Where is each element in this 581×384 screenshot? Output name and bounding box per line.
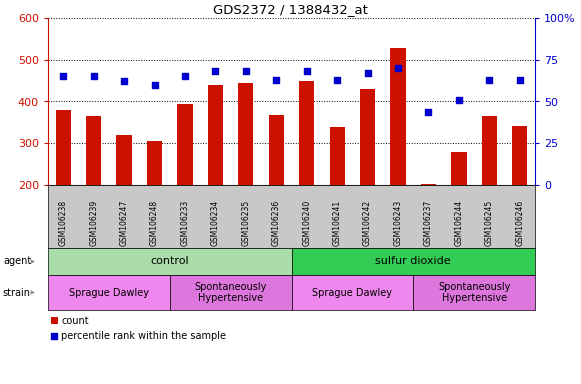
Text: count: count xyxy=(62,316,89,326)
Polygon shape xyxy=(31,290,35,295)
Point xyxy=(241,68,250,74)
Text: GSM106245: GSM106245 xyxy=(485,200,494,246)
Point xyxy=(89,73,98,79)
Bar xyxy=(299,81,314,185)
Text: GSM106235: GSM106235 xyxy=(241,200,250,246)
Text: GSM106233: GSM106233 xyxy=(181,200,189,246)
Text: Spontaneously
Hypertensive: Spontaneously Hypertensive xyxy=(195,282,267,303)
Bar xyxy=(170,275,292,310)
Bar xyxy=(86,116,101,185)
Bar xyxy=(329,127,345,185)
Point xyxy=(50,333,59,339)
Bar xyxy=(238,83,253,185)
Point xyxy=(363,70,372,76)
Point xyxy=(332,77,342,83)
Point xyxy=(211,68,220,74)
Point xyxy=(393,65,403,71)
Bar xyxy=(51,318,58,324)
Text: Sprague Dawley: Sprague Dawley xyxy=(69,288,149,298)
Bar xyxy=(512,126,528,185)
Text: control: control xyxy=(150,257,189,266)
Point xyxy=(180,73,189,79)
Text: GSM106241: GSM106241 xyxy=(333,200,342,246)
Bar xyxy=(48,248,292,275)
Bar xyxy=(451,152,467,185)
Text: GSM106243: GSM106243 xyxy=(393,200,403,246)
Text: GSM106239: GSM106239 xyxy=(89,200,98,246)
Text: GSM106247: GSM106247 xyxy=(120,200,128,246)
Text: strain: strain xyxy=(3,288,31,298)
Polygon shape xyxy=(31,259,35,264)
Point xyxy=(150,82,159,88)
Text: sulfur dioxide: sulfur dioxide xyxy=(375,257,451,266)
Text: GSM106240: GSM106240 xyxy=(302,200,311,246)
Text: GSM106234: GSM106234 xyxy=(211,200,220,246)
Point xyxy=(120,78,129,84)
Text: GSM106236: GSM106236 xyxy=(272,200,281,246)
Bar xyxy=(413,275,535,310)
Text: GSM106244: GSM106244 xyxy=(454,200,464,246)
Text: GDS2372 / 1388432_at: GDS2372 / 1388432_at xyxy=(213,3,368,16)
Point xyxy=(485,77,494,83)
Bar xyxy=(482,116,497,185)
Text: percentile rank within the sample: percentile rank within the sample xyxy=(62,331,227,341)
Text: agent: agent xyxy=(3,257,31,266)
Text: GSM106248: GSM106248 xyxy=(150,200,159,246)
Point xyxy=(515,77,525,83)
Text: GSM106246: GSM106246 xyxy=(515,200,524,246)
Point xyxy=(454,97,464,103)
Bar xyxy=(177,104,192,185)
Point xyxy=(272,77,281,83)
Point xyxy=(59,73,68,79)
Bar xyxy=(116,135,132,185)
Text: GSM106238: GSM106238 xyxy=(59,200,68,246)
Bar xyxy=(48,275,170,310)
Bar xyxy=(360,89,375,185)
Bar xyxy=(208,85,223,185)
Bar xyxy=(390,48,406,185)
Text: Sprague Dawley: Sprague Dawley xyxy=(313,288,392,298)
Bar xyxy=(421,184,436,185)
Text: GSM106237: GSM106237 xyxy=(424,200,433,246)
Bar xyxy=(56,110,71,185)
Bar xyxy=(48,185,535,248)
Bar xyxy=(147,141,162,185)
Point xyxy=(302,68,311,74)
Text: Spontaneously
Hypertensive: Spontaneously Hypertensive xyxy=(438,282,510,303)
Point xyxy=(424,108,433,114)
Bar xyxy=(292,248,535,275)
Bar xyxy=(292,275,413,310)
Bar xyxy=(268,115,284,185)
Text: GSM106242: GSM106242 xyxy=(363,200,372,246)
